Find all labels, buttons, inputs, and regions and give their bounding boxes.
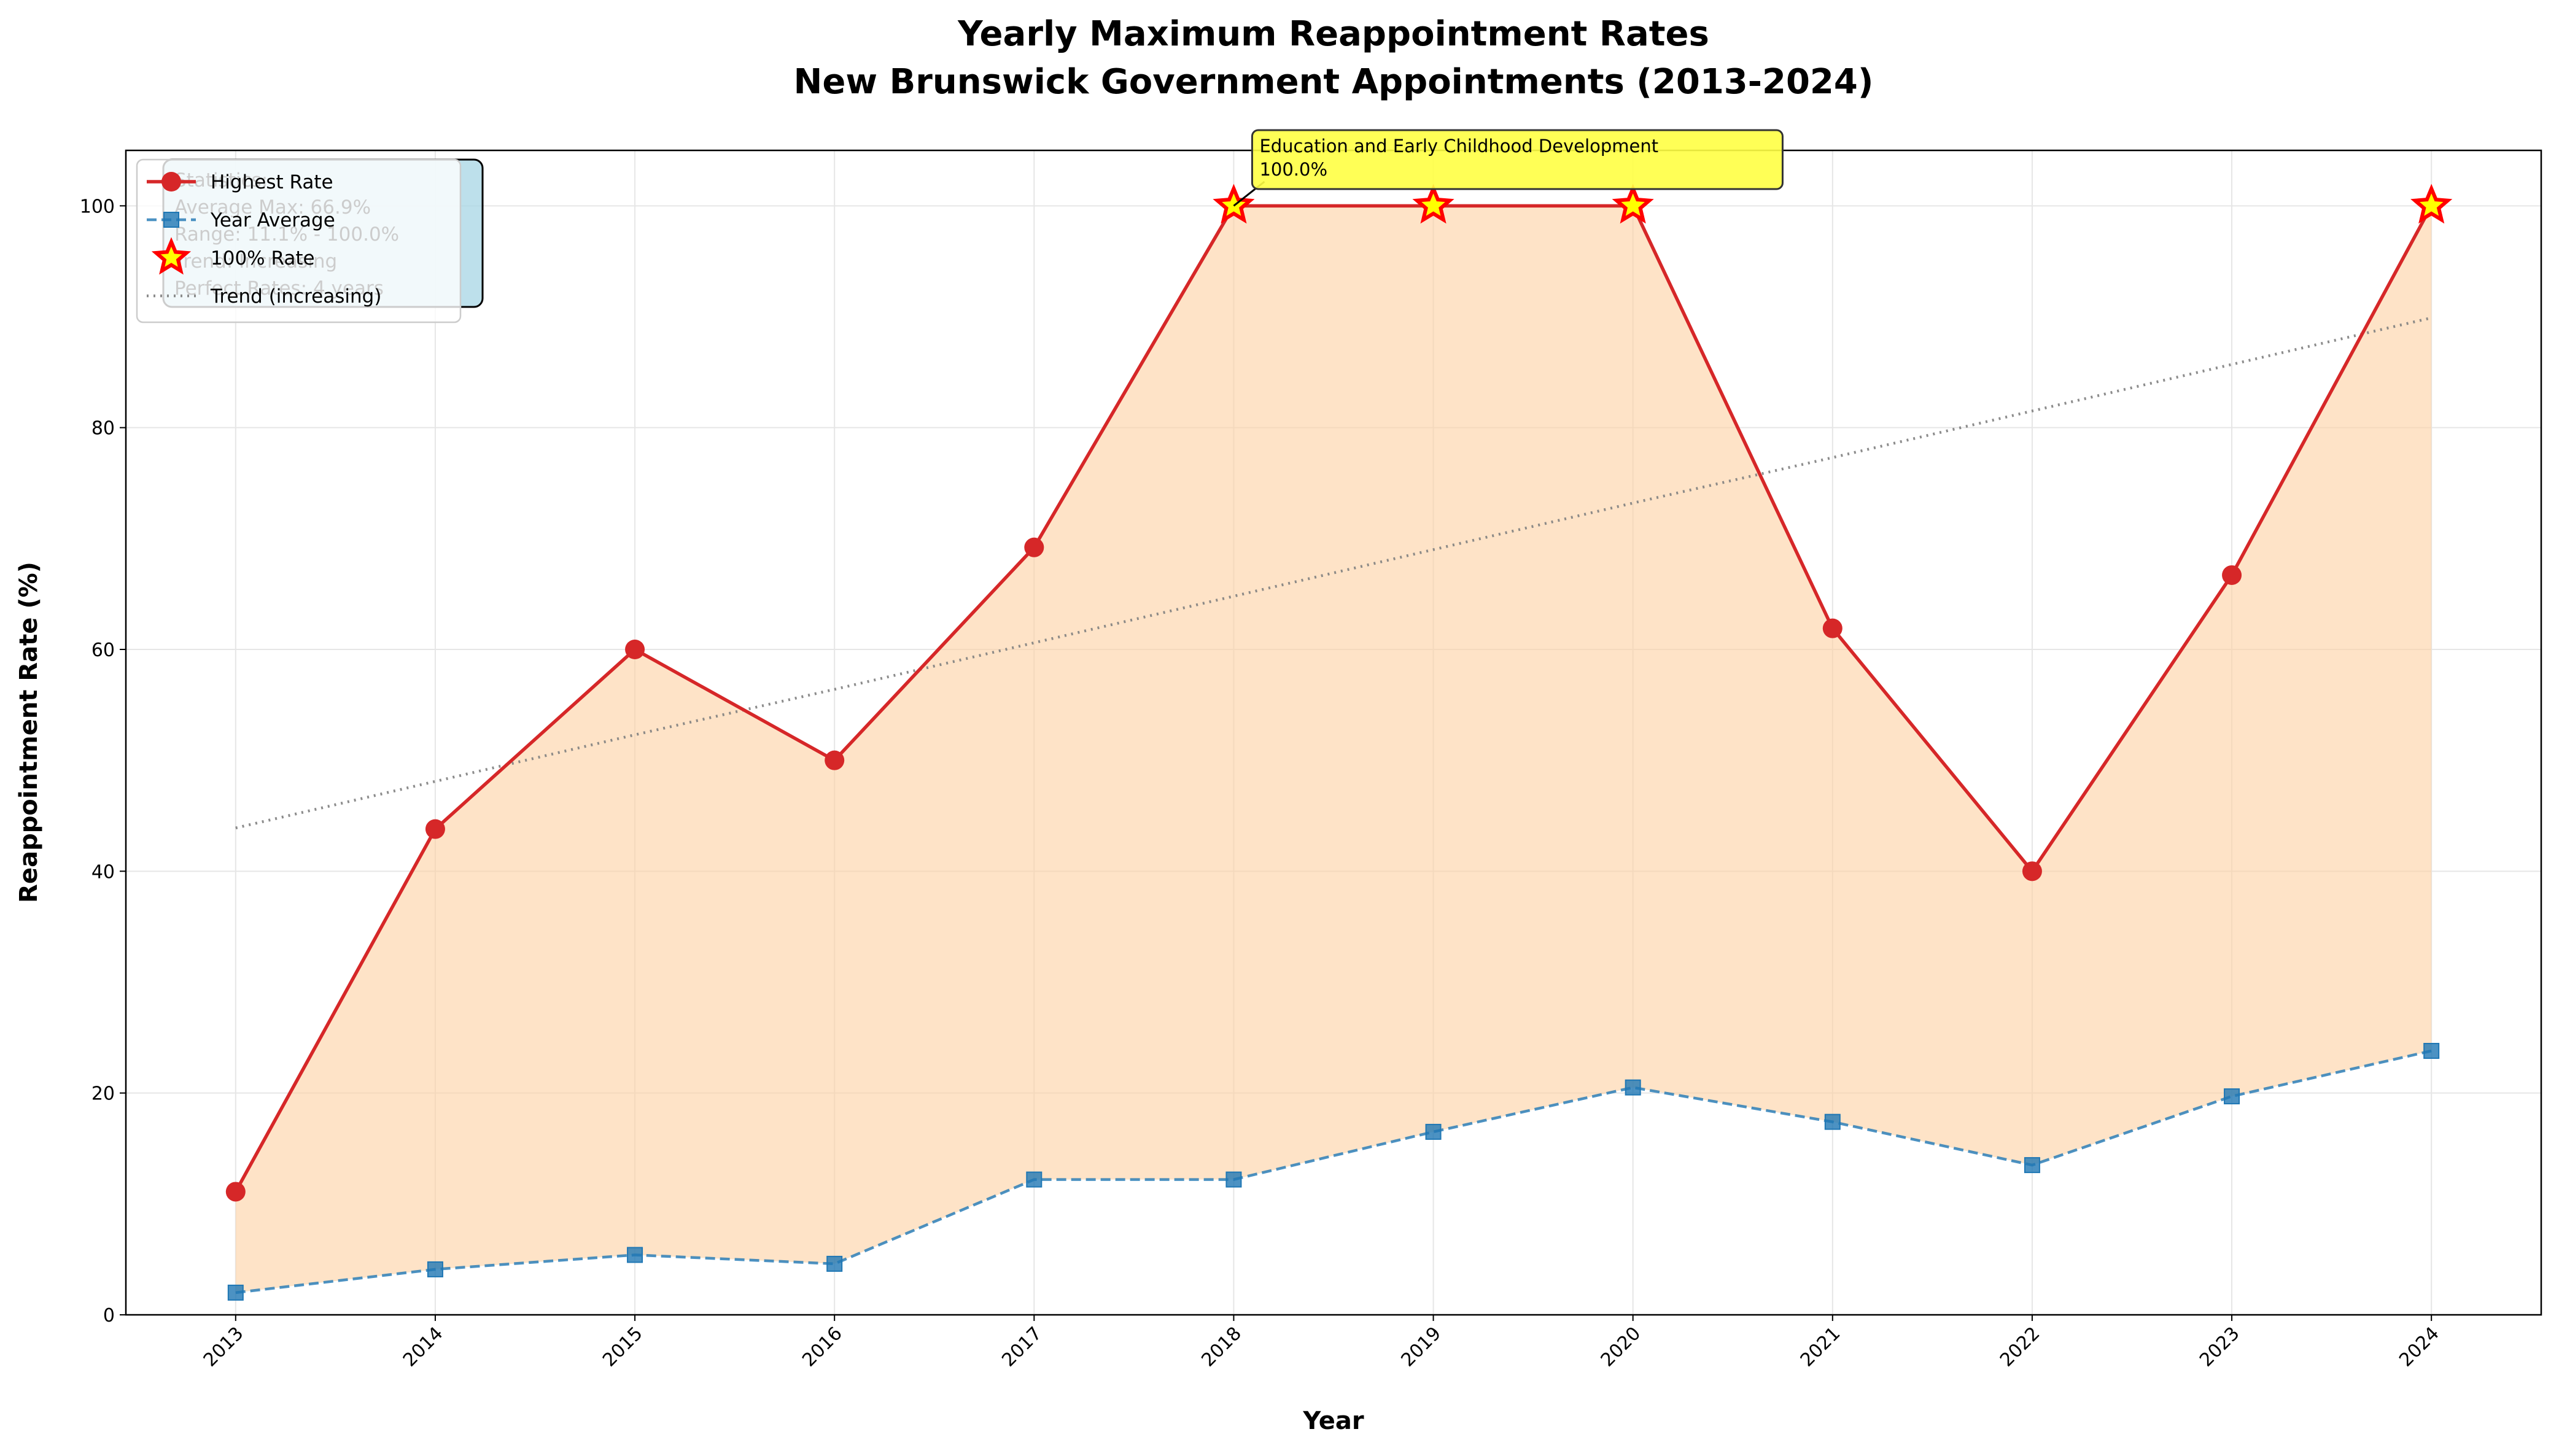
y-tick-label: 100 <box>80 196 115 217</box>
marker <box>1824 1113 1841 1130</box>
y-tick-label: 20 <box>91 1083 115 1105</box>
marker <box>826 1255 843 1272</box>
marker <box>2423 1043 2440 1059</box>
marker <box>1425 1123 1442 1140</box>
chart-subtitle: New Brunswick Government Appointments (2… <box>794 62 1874 102</box>
y-tick-label: 60 <box>91 640 115 661</box>
marker <box>2222 565 2242 585</box>
marker <box>825 750 845 770</box>
marker <box>2224 1088 2240 1105</box>
annotation-value: 100.0% <box>1259 159 1327 180</box>
annotation-text: Education and Early Childhood Developmen… <box>1259 136 1658 157</box>
marker <box>1024 537 1044 557</box>
marker <box>225 1182 246 1202</box>
series-line <box>234 204 2433 1193</box>
marker <box>425 819 445 839</box>
marker <box>625 640 645 659</box>
star-marker <box>1612 184 1654 224</box>
marker <box>1625 1079 1641 1096</box>
legend-box <box>136 158 462 323</box>
chart-title: Yearly Maximum Reappointment Rates <box>957 14 1709 54</box>
legend-label: 100% Rate <box>211 247 315 269</box>
marker <box>2022 861 2042 881</box>
marker <box>227 1284 244 1301</box>
y-tick-label: 40 <box>91 861 115 883</box>
marker <box>627 1247 643 1263</box>
y-tick-label: 80 <box>91 418 115 440</box>
legend-label: Trend (increasing) <box>210 285 381 308</box>
marker <box>427 1261 443 1277</box>
marker <box>2024 1157 2040 1174</box>
star-marker <box>2410 184 2453 224</box>
marker <box>1026 1171 1043 1188</box>
star-marker <box>1412 184 1454 224</box>
annotation-box <box>1251 129 1784 190</box>
fill-between <box>235 206 2432 1293</box>
legend-label: Year Average <box>210 209 335 231</box>
star-marker <box>1213 184 1255 224</box>
legend-label: Highest Rate <box>211 171 333 193</box>
star-marker <box>151 237 192 275</box>
marker <box>1822 618 1843 638</box>
marker <box>163 212 179 228</box>
marker <box>1225 1171 1242 1188</box>
y-tick-label: 0 <box>103 1305 115 1326</box>
x-axis-label: Year <box>1302 1407 1364 1435</box>
y-axis-label: Reappointment Rate (%) <box>15 562 43 903</box>
series-line <box>235 316 2432 830</box>
marker <box>161 172 181 192</box>
